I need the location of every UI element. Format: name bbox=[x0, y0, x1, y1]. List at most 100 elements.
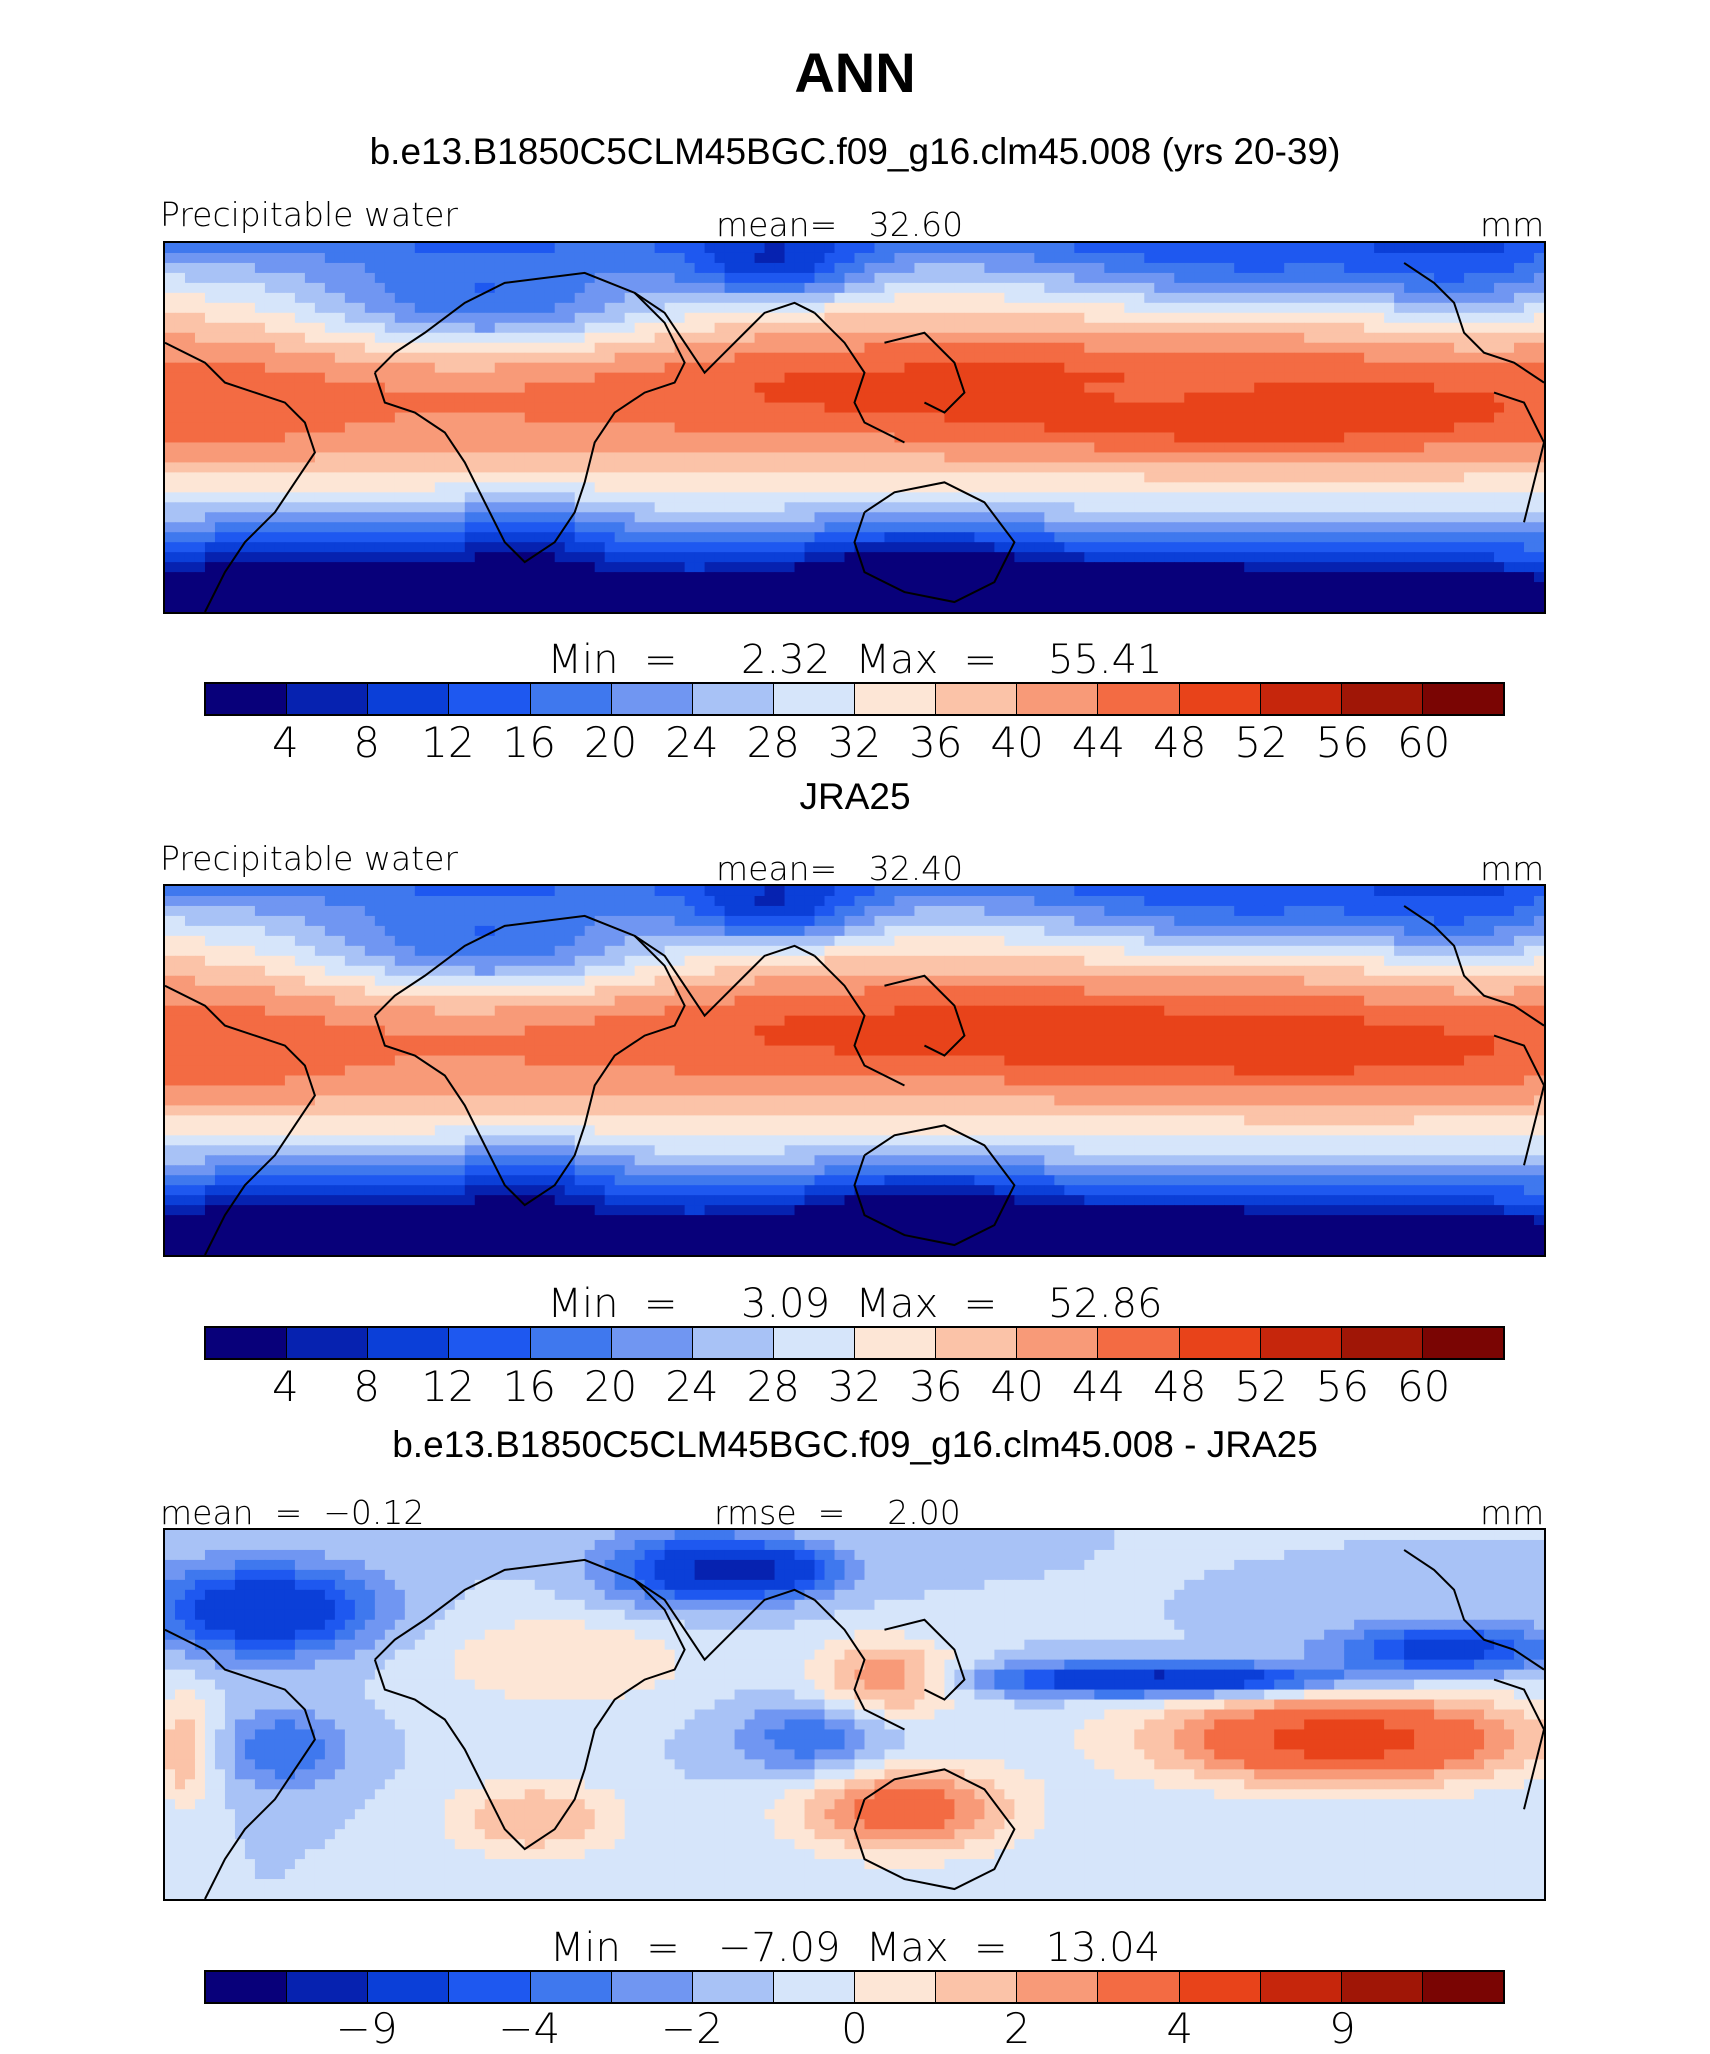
panel-2-colorbar bbox=[204, 1326, 1505, 1360]
colorbar-swatch bbox=[530, 1972, 612, 2002]
colorbar-swatch bbox=[1179, 1972, 1261, 2002]
colorbar-swatch bbox=[692, 684, 774, 714]
colorbar-tick-label: −2 bbox=[660, 2004, 723, 2053]
panel-2-title: JRA25 bbox=[799, 776, 911, 817]
colorbar-swatch bbox=[1260, 684, 1342, 714]
colorbar-tick-label: 12 bbox=[421, 718, 475, 767]
colorbar-tick-label: 16 bbox=[502, 718, 556, 767]
panel-2-colorbar-ticks: 4 8 12 16 20 24 28 32 36 40 44 48 52 56 60 bbox=[204, 1366, 1505, 1412]
colorbar-swatch bbox=[1098, 1972, 1180, 2002]
colorbar-tick-label: 24 bbox=[665, 718, 719, 767]
colorbar-swatch bbox=[611, 684, 693, 714]
colorbar-swatch bbox=[855, 1328, 937, 1358]
colorbar-swatch bbox=[287, 1328, 369, 1358]
panel-3-minmax: Min = −7.09 Max = 13.04 bbox=[549, 1925, 1161, 1971]
panel-2-units: mm bbox=[1480, 849, 1545, 888]
colorbar-swatch bbox=[936, 684, 1018, 714]
panel-1-mean-label: mean= 32.60 bbox=[716, 205, 964, 244]
colorbar-tick-label: 48 bbox=[1153, 718, 1207, 767]
colorbar-swatch bbox=[1017, 1972, 1099, 2002]
colorbar-tick-label: 4 bbox=[271, 1362, 299, 1411]
panel-1-map bbox=[163, 241, 1546, 614]
colorbar-tick-label: 52 bbox=[1234, 718, 1288, 767]
colorbar-tick-label: 32 bbox=[827, 718, 882, 767]
colorbar-swatch bbox=[773, 1972, 855, 2002]
colorbar-swatch bbox=[206, 1328, 288, 1358]
colorbar-tick-label: 8 bbox=[353, 1362, 380, 1411]
colorbar-swatch bbox=[1260, 1972, 1342, 2002]
colorbar-tick-label: 32 bbox=[827, 1362, 882, 1411]
panel-3-title: b.e13.B1850C5CLM45BGC.f09_g16.clm45.008 … bbox=[392, 1424, 1318, 1465]
colorbar-tick-label: 56 bbox=[1315, 718, 1370, 767]
colorbar-tick-label: 44 bbox=[1071, 1362, 1126, 1411]
panel-1-colorbar bbox=[204, 682, 1505, 716]
colorbar-swatch bbox=[936, 1972, 1018, 2002]
main-title: ANN bbox=[794, 41, 916, 104]
colorbar-swatch bbox=[1341, 1328, 1423, 1358]
colorbar-tick-label: −4 bbox=[498, 2004, 561, 2053]
colorbar-swatch bbox=[1098, 684, 1180, 714]
panel-1-minmax: Min = 2.32 Max = 55.41 bbox=[547, 637, 1163, 683]
panel-3-units: mm bbox=[1480, 1493, 1545, 1532]
colorbar-swatch bbox=[611, 1328, 693, 1358]
colorbar-swatch bbox=[1017, 1328, 1099, 1358]
colorbar-tick-label: 28 bbox=[746, 1362, 800, 1411]
colorbar-swatch bbox=[368, 1328, 450, 1358]
coastlines bbox=[165, 262, 1544, 612]
colorbar-swatch bbox=[449, 684, 531, 714]
panel-1-variable-label: Precipitable water bbox=[160, 195, 458, 234]
colorbar-swatch bbox=[692, 1972, 774, 2002]
colorbar-swatch bbox=[1260, 1328, 1342, 1358]
colorbar-swatch bbox=[611, 1972, 693, 2002]
colorbar-swatch bbox=[368, 1972, 450, 2002]
panel-3-colorbar-ticks: −9 −4 −2 0 2 4 9 bbox=[204, 2008, 1505, 2054]
colorbar-tick-label: 28 bbox=[746, 718, 800, 767]
colorbar-swatch bbox=[449, 1328, 531, 1358]
field-shading bbox=[165, 243, 1544, 612]
colorbar-swatch bbox=[206, 684, 288, 714]
coastlines bbox=[165, 905, 1544, 1255]
field-shading bbox=[165, 886, 1544, 1255]
field-shading bbox=[165, 1530, 1544, 1899]
panel-1-units: mm bbox=[1480, 205, 1545, 244]
panel-3-colorbar bbox=[204, 1970, 1505, 2004]
colorbar-swatch bbox=[287, 684, 369, 714]
colorbar-tick-label: 4 bbox=[1166, 2004, 1194, 2053]
colorbar-swatch bbox=[773, 1328, 855, 1358]
panel-2-variable-label: Precipitable water bbox=[160, 839, 458, 878]
colorbar-tick-label: 36 bbox=[909, 1362, 963, 1411]
colorbar-tick-label: 0 bbox=[841, 2004, 868, 2053]
colorbar-swatch bbox=[1341, 684, 1423, 714]
colorbar-tick-label: 60 bbox=[1396, 1362, 1451, 1411]
colorbar-swatch bbox=[1422, 1328, 1503, 1358]
colorbar-swatch bbox=[530, 1328, 612, 1358]
colorbar-tick-label: 36 bbox=[909, 718, 963, 767]
colorbar-tick-label: 4 bbox=[271, 718, 299, 767]
colorbar-swatch bbox=[1422, 684, 1503, 714]
colorbar-swatch bbox=[530, 684, 612, 714]
coastlines bbox=[165, 1549, 1544, 1899]
colorbar-swatch bbox=[855, 684, 937, 714]
colorbar-swatch bbox=[773, 684, 855, 714]
colorbar-tick-label: 12 bbox=[421, 1362, 475, 1411]
colorbar-swatch bbox=[1098, 1328, 1180, 1358]
colorbar-swatch bbox=[1422, 1972, 1503, 2002]
colorbar-tick-label: 20 bbox=[583, 1362, 638, 1411]
panel-2-mean-label: mean= 32.40 bbox=[716, 849, 964, 888]
colorbar-tick-label: 44 bbox=[1071, 718, 1126, 767]
colorbar-tick-label: 8 bbox=[353, 718, 380, 767]
colorbar-tick-label: 40 bbox=[990, 718, 1044, 767]
colorbar-swatch bbox=[936, 1328, 1018, 1358]
panel-3-map bbox=[163, 1528, 1546, 1901]
colorbar-tick-label: 56 bbox=[1315, 1362, 1370, 1411]
colorbar-tick-label: 60 bbox=[1396, 718, 1451, 767]
colorbar-tick-label: −9 bbox=[335, 2004, 398, 2053]
colorbar-swatch bbox=[692, 1328, 774, 1358]
colorbar-tick-label: 48 bbox=[1153, 1362, 1207, 1411]
colorbar-tick-label: 2 bbox=[1003, 2004, 1031, 2053]
colorbar-tick-label: 24 bbox=[665, 1362, 719, 1411]
colorbar-swatch bbox=[855, 1972, 937, 2002]
colorbar-swatch bbox=[449, 1972, 531, 2002]
colorbar-swatch bbox=[1341, 1972, 1423, 2002]
panel-3-rmse-label: rmse = 2.00 bbox=[714, 1493, 961, 1532]
